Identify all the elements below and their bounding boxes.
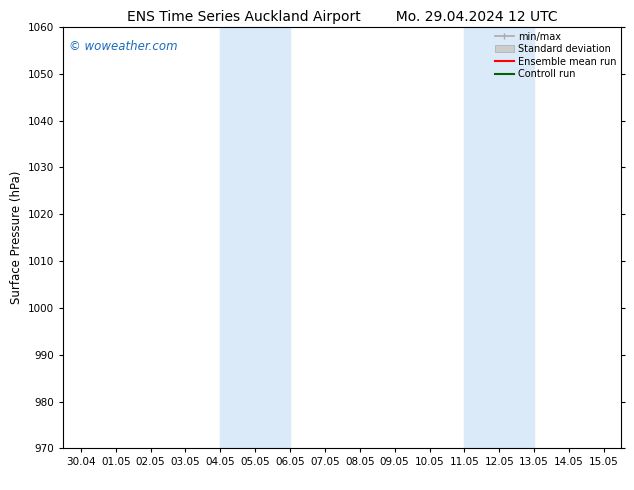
Y-axis label: Surface Pressure (hPa): Surface Pressure (hPa) [10, 171, 23, 304]
Text: © woweather.com: © woweather.com [69, 40, 178, 52]
Bar [221, 27, 290, 448]
Legend: min/max, Standard deviation, Ensemble mean run, Controll run: min/max, Standard deviation, Ensemble me… [493, 30, 618, 81]
Title: ENS Time Series Auckland Airport        Mo. 29.04.2024 12 UTC: ENS Time Series Auckland Airport Mo. 29.… [127, 10, 558, 24]
Bar [464, 27, 534, 448]
